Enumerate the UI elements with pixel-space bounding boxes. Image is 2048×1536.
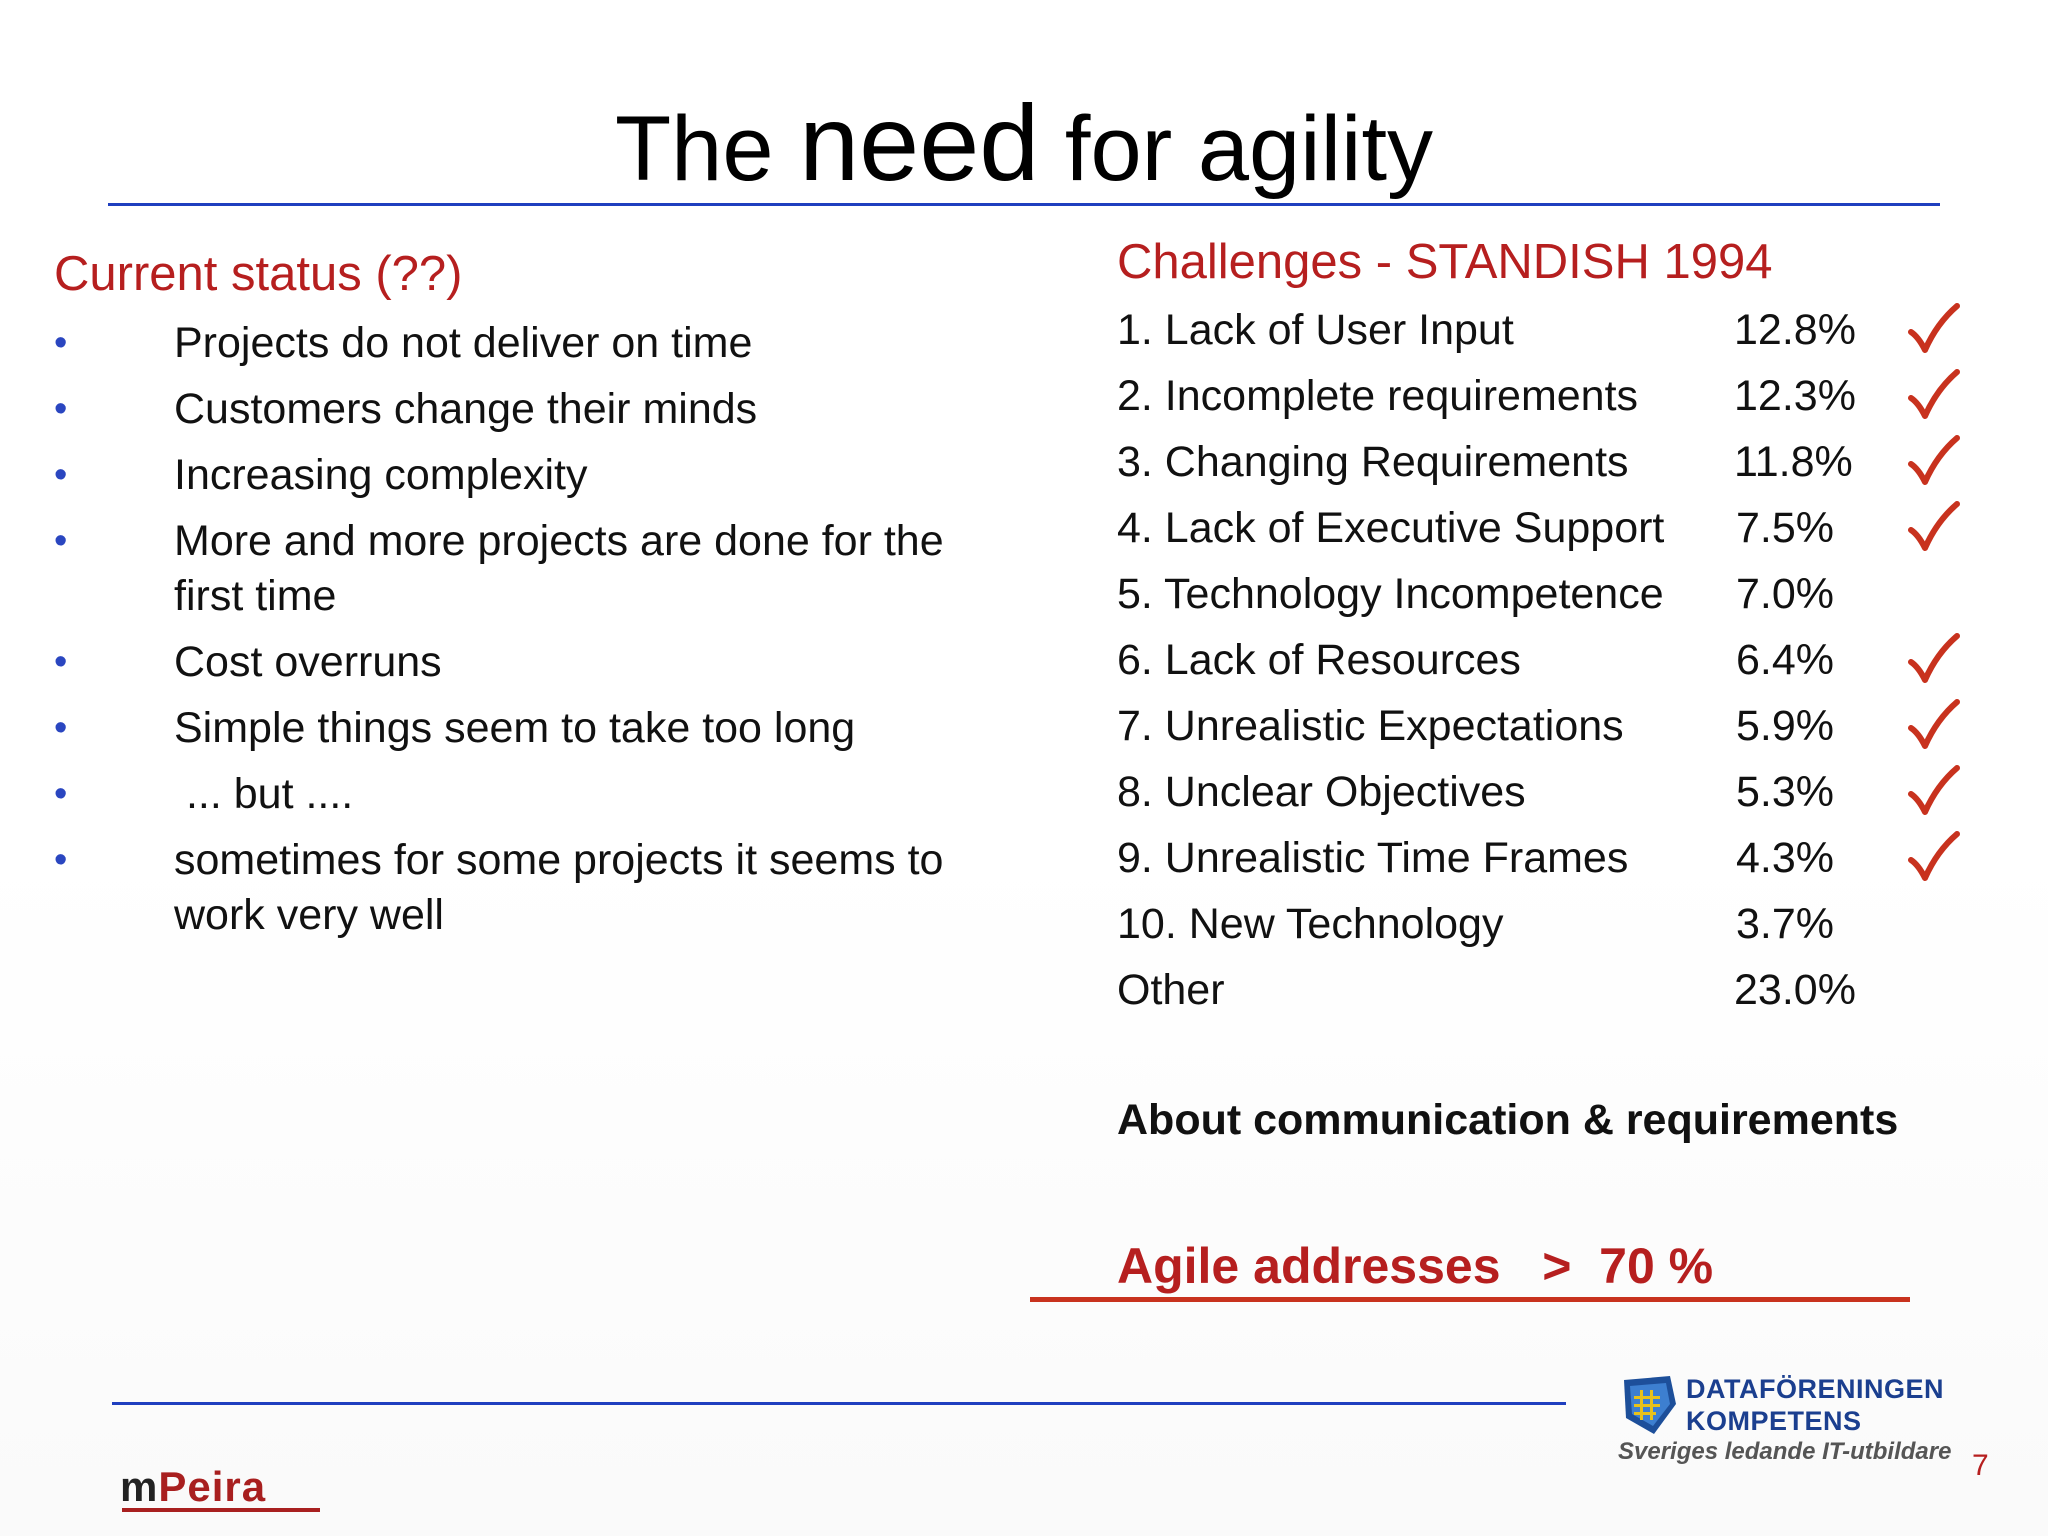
bullet-text: Projects do not deliver on time bbox=[174, 319, 753, 367]
challenge-row: 8. Unclear Objectives 5.3% bbox=[1117, 764, 1997, 830]
challenge-label: 7. Unrealistic Expectations bbox=[1117, 702, 1624, 750]
challenge-label: 1. Lack of User Input bbox=[1117, 306, 1514, 354]
bullet-dot: • bbox=[54, 641, 68, 683]
logo-line-2: KOMPETENS bbox=[1686, 1406, 1862, 1436]
challenge-label: 10. New Technology bbox=[1117, 900, 1504, 948]
bullet-text: Increasing complexity bbox=[174, 451, 588, 499]
bullet-text: ... but .... bbox=[174, 770, 354, 818]
mpeira-logo-rest: Peira bbox=[158, 1463, 267, 1510]
challenges-table: 1. Lack of User Input 12.8% 2. Incomplete … bbox=[1117, 302, 1997, 1028]
challenge-label: 4. Lack of Executive Support bbox=[1117, 504, 1665, 552]
bullet-text: Cost overruns bbox=[174, 638, 442, 686]
challenge-label: 3. Changing Requirements bbox=[1117, 438, 1629, 486]
challenge-row: 10. New Technology 3.7% bbox=[1117, 896, 1997, 962]
footer-rule bbox=[112, 1402, 1566, 1405]
challenge-percent: 3.7% bbox=[1736, 900, 1835, 948]
bullet-item: • Projects do not deliver on time bbox=[54, 316, 1014, 371]
mpeira-logo-m: m bbox=[120, 1463, 159, 1510]
challenge-percent: 5.3% bbox=[1736, 768, 1835, 816]
bullet-dot: • bbox=[54, 322, 68, 364]
challenge-row: 9. Unrealistic Time Frames 4.3% bbox=[1117, 830, 1997, 896]
mpeira-underline bbox=[122, 1508, 320, 1512]
challenge-label: 2. Incomplete requirements bbox=[1117, 372, 1639, 420]
checkmark-icon bbox=[1908, 699, 1960, 749]
challenge-percent: 7.0% bbox=[1736, 570, 1835, 618]
bullet-item: • ... but .... bbox=[54, 767, 1014, 822]
challenge-row: 5. Technology Incompetence 7.0% bbox=[1117, 566, 1997, 632]
title-emphasis: need bbox=[799, 82, 1040, 203]
challenge-row: 1. Lack of User Input 12.8% bbox=[1117, 302, 1997, 368]
dataforeningen-emblem-icon bbox=[1624, 1376, 1676, 1434]
bullet-item: • Customers change their minds bbox=[54, 382, 1014, 437]
current-status-heading: Current status (??) bbox=[54, 247, 463, 301]
challenge-label: Other bbox=[1117, 966, 1225, 1014]
title-prefix: The bbox=[614, 98, 800, 200]
logo-tagline: Sveriges ledande IT-utbildare bbox=[1618, 1438, 1952, 1465]
bullet-item: • Increasing complexity bbox=[54, 448, 1014, 503]
checkmark-icon bbox=[1908, 831, 1960, 881]
bullet-dot: • bbox=[54, 839, 68, 881]
challenge-row: 4. Lack of Executive Support 7.5% bbox=[1117, 500, 1997, 566]
title-rule bbox=[108, 203, 1940, 206]
challenges-heading: Challenges - STANDISH 1994 bbox=[1117, 235, 1773, 289]
challenge-row: 6. Lack of Resources 6.4% bbox=[1117, 632, 1997, 698]
challenge-percent: 11.8% bbox=[1734, 438, 1853, 486]
checkmark-icon bbox=[1908, 501, 1960, 551]
challenge-percent: 4.3% bbox=[1736, 834, 1835, 882]
bullet-text: Simple things seem to take too long bbox=[174, 704, 856, 752]
checkmark-icon bbox=[1908, 765, 1960, 815]
about-note: About communication & requirements bbox=[1117, 1096, 1899, 1144]
challenge-row: 7. Unrealistic Expectations 5.9% bbox=[1117, 698, 1997, 764]
bullet-dot: • bbox=[54, 388, 68, 430]
challenge-label: 5. Technology Incompetence bbox=[1117, 570, 1664, 618]
mpeira-logo: mPeira bbox=[120, 1462, 266, 1512]
agile-addresses: Agile addresses > 70 % bbox=[1117, 1238, 1714, 1294]
bullet-dot: • bbox=[54, 707, 68, 749]
bullet-dot: • bbox=[54, 773, 68, 815]
page-number: 7 bbox=[1972, 1449, 1989, 1482]
bullet-item: • Simple things seem to take too long bbox=[54, 701, 1014, 756]
checkmark-icon bbox=[1908, 369, 1960, 419]
title-suffix: for agility bbox=[1039, 98, 1434, 200]
challenge-label: 8. Unclear Objectives bbox=[1117, 768, 1526, 816]
challenge-row: Other 23.0% bbox=[1117, 962, 1997, 1028]
challenge-percent: 23.0% bbox=[1734, 966, 1856, 1014]
checkmark-icon bbox=[1908, 303, 1960, 353]
bullet-text: sometimes for some projects it seems to … bbox=[174, 836, 944, 939]
challenge-row: 2. Incomplete requirements 12.3% bbox=[1117, 368, 1997, 434]
dataforeningen-logo: DATAFÖRENINGEN KOMPETENS Sveriges ledand… bbox=[1618, 1370, 1958, 1470]
challenge-percent: 5.9% bbox=[1736, 702, 1835, 750]
challenge-percent: 12.3% bbox=[1734, 372, 1856, 420]
bullet-text: More and more projects are done for the … bbox=[174, 517, 944, 620]
checkmark-icon bbox=[1908, 633, 1960, 683]
bullet-text: Customers change their minds bbox=[174, 385, 758, 433]
bullet-dot: • bbox=[54, 520, 68, 562]
bullet-dot: • bbox=[54, 454, 68, 496]
challenge-percent: 7.5% bbox=[1736, 504, 1835, 552]
current-status-list: • Projects do not deliver on time • Custome… bbox=[54, 316, 1014, 954]
slide-title: The need for agility bbox=[0, 88, 2048, 204]
bullet-item: • sometimes for some projects it seems to… bbox=[54, 833, 1014, 943]
challenge-label: 6. Lack of Resources bbox=[1117, 636, 1521, 684]
challenge-percent: 6.4% bbox=[1736, 636, 1835, 684]
logo-line-1: DATAFÖRENINGEN bbox=[1686, 1374, 1944, 1404]
bullet-item: • More and more projects are done for the… bbox=[54, 514, 1014, 624]
challenge-label: 9. Unrealistic Time Frames bbox=[1117, 834, 1629, 882]
checkmark-icon bbox=[1908, 435, 1960, 485]
agile-underline bbox=[1030, 1297, 1910, 1302]
challenge-percent: 12.8% bbox=[1734, 306, 1856, 354]
bullet-item: • Cost overruns bbox=[54, 635, 1014, 690]
challenge-row: 3. Changing Requirements 11.8% bbox=[1117, 434, 1997, 500]
